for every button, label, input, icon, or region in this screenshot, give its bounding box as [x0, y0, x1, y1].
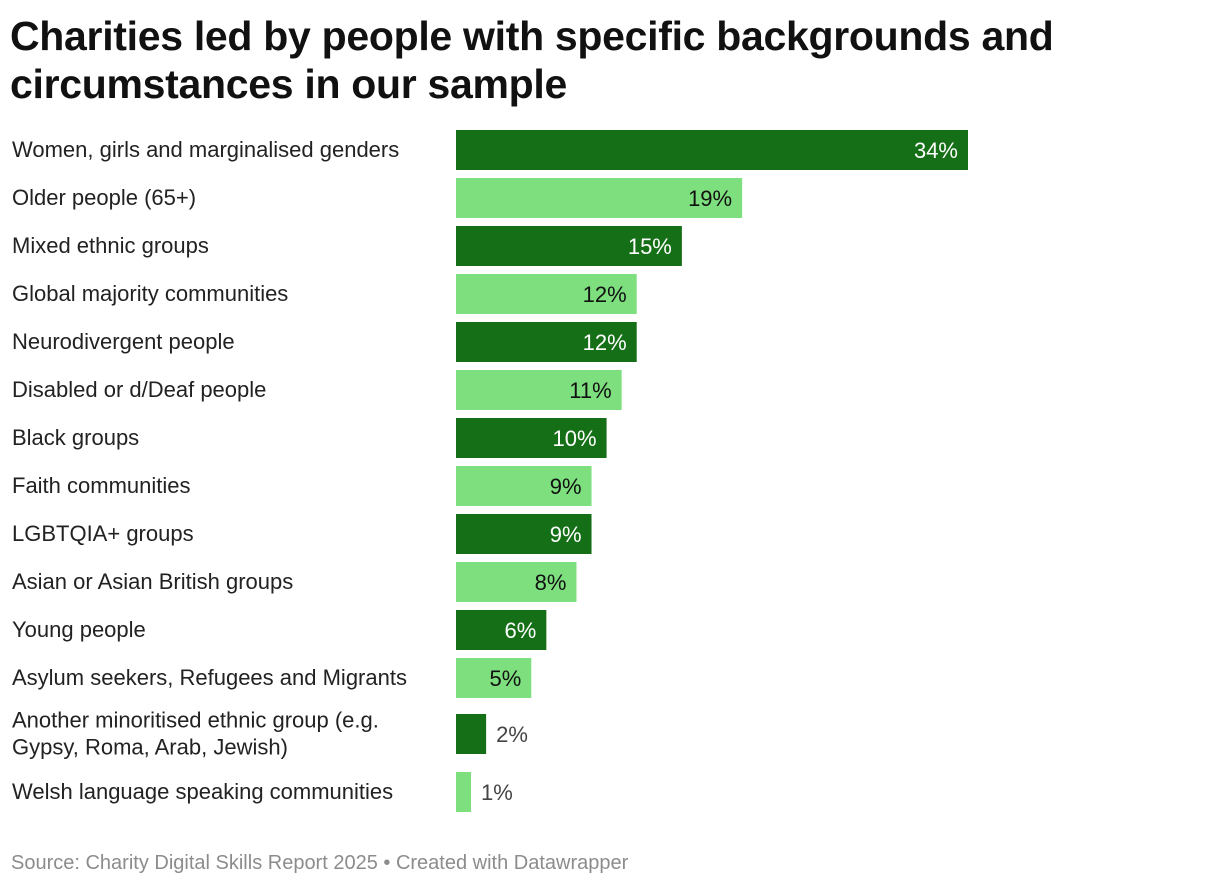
category-label: Older people (65+) — [12, 185, 196, 210]
category-label: Women, girls and marginalised genders — [12, 137, 399, 162]
bar — [456, 178, 743, 218]
bar — [456, 130, 968, 170]
value-label: 12% — [583, 330, 627, 355]
category-label: Disabled or d/Deaf people — [12, 377, 266, 402]
bar — [456, 274, 637, 314]
bar — [456, 418, 607, 458]
category-label: Asylum seekers, Refugees and Migrants — [12, 665, 407, 690]
source-note: Source: Charity Digital Skills Report 20… — [11, 852, 629, 874]
value-label: 6% — [505, 618, 537, 643]
bar — [456, 658, 532, 698]
category-label: Neurodivergent people — [12, 329, 235, 354]
category-label: Mixed ethnic groups — [12, 233, 209, 258]
bar — [456, 370, 622, 410]
value-label: 9% — [550, 474, 582, 499]
bar — [456, 466, 592, 506]
bar — [456, 772, 472, 812]
category-label: Asian or Asian British groups — [12, 569, 293, 594]
value-label: 19% — [688, 186, 732, 211]
category-label: Another minoritised ethnic group (e.g. Gy… — [12, 708, 379, 760]
chart-title: Charities led by people with specific ba… — [10, 13, 1054, 107]
bar — [456, 322, 637, 362]
value-label: 10% — [553, 426, 597, 451]
category-label: Global majority communities — [12, 281, 288, 306]
value-label: 1% — [481, 780, 513, 805]
category-label: Black groups — [12, 425, 139, 450]
bar — [456, 514, 592, 554]
value-label: 12% — [583, 282, 627, 307]
value-label: 34% — [914, 138, 958, 163]
bar — [456, 714, 487, 754]
category-label: Faith communities — [12, 473, 191, 498]
bar — [456, 562, 577, 602]
value-label: 5% — [489, 666, 521, 691]
category-label: Welsh language speaking communities — [12, 779, 393, 804]
value-label: 2% — [496, 722, 528, 747]
bar — [456, 610, 547, 650]
category-label: LGBTQIA+ groups — [12, 521, 194, 546]
bar — [456, 226, 682, 266]
category-label: Young people — [12, 617, 146, 642]
value-label: 9% — [550, 522, 582, 547]
value-label: 11% — [569, 378, 611, 403]
value-label: 15% — [628, 234, 672, 259]
value-label: 8% — [535, 570, 567, 595]
